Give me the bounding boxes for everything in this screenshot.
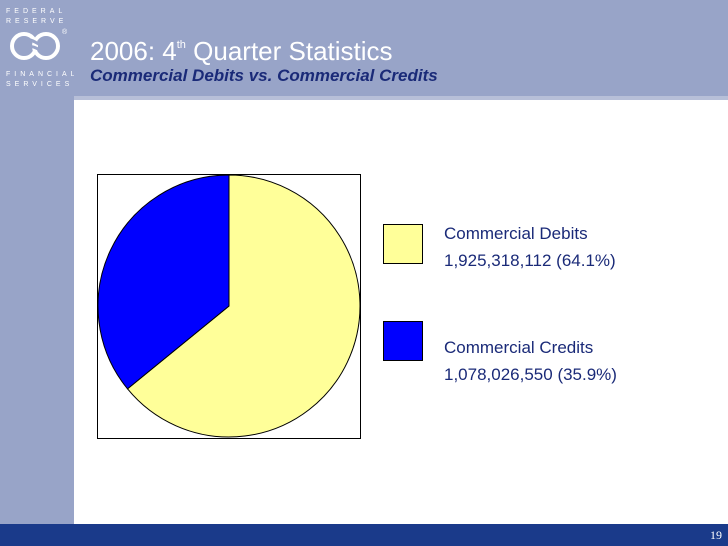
legend-swatch-credits [383,321,423,361]
legend-value-credits: 1,078,026,550 (35.9%) [444,365,617,384]
legend-item-debits: Commercial Debits 1,925,318,112 (64.1%) [444,220,616,274]
pie-slice-commercial-credits [98,175,230,390]
legend-item-credits: Commercial Credits 1,078,026,550 (35.9%) [444,334,617,388]
pie-chart-frame [97,174,361,439]
pie-slice-commercial-debits [126,175,360,438]
legend-label-debits: Commercial Debits [444,224,588,243]
pie-chart [98,175,360,438]
page-number: 19 [710,528,722,542]
footer-band [0,524,728,546]
legend-value-debits: 1,925,318,112 (64.1%) [444,251,616,270]
header-band [74,0,728,96]
page-subtitle: Commercial Debits vs. Commercial Credits [90,66,438,85]
logo-text-services: SERVICES [6,81,74,88]
logo-text-reserve: RESERVE [6,18,68,25]
header-rule [74,96,728,100]
registered-mark: ® [62,29,68,36]
federal-reserve-logo: FEDERAL RESERVE ® FINANCIAL SERVICES [0,0,79,96]
legend-swatch-debits [383,224,423,264]
logo-text-federal: FEDERAL [6,8,67,15]
title-superscript: th [176,39,186,51]
logo-text-financial: FINANCIAL [6,71,79,78]
left-sidebar: FEDERAL RESERVE ® FINANCIAL SERVICES [0,0,79,524]
title-suffix: Quarter Statistics [185,36,393,66]
page-title: 2006: 4th Quarter Statistics [90,30,393,66]
logo-mark-icon [10,32,60,60]
title-prefix: 2006: 4 [90,36,177,66]
legend-label-credits: Commercial Credits [444,338,594,357]
